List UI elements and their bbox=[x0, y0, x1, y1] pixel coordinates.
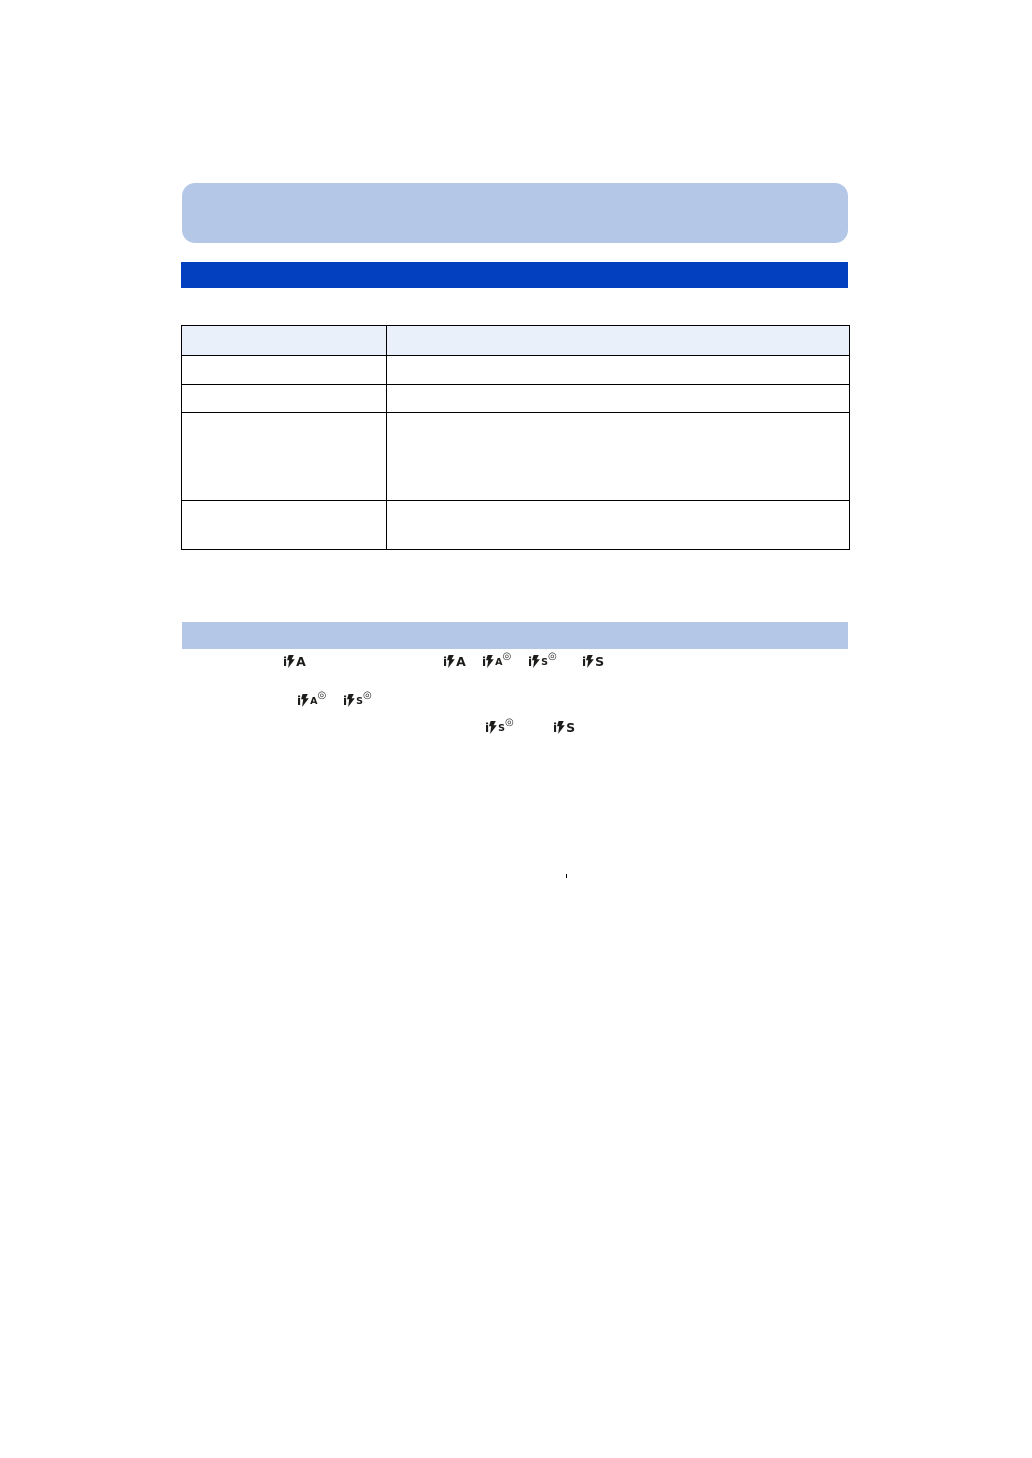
flash-icon-letter: S bbox=[566, 720, 575, 735]
flash-icon-prefix: i bbox=[582, 655, 586, 669]
flash-icon-letter: A bbox=[310, 696, 317, 707]
flash-icon-prefix: i bbox=[528, 655, 532, 669]
table-header-row bbox=[181, 325, 850, 356]
redeye-symbol: ◎ bbox=[362, 690, 372, 701]
flash-bolt-icon bbox=[532, 655, 540, 668]
flash-icon-letter: A bbox=[456, 654, 466, 669]
flash-icon-letter: S bbox=[498, 723, 505, 734]
iS-redeye-flash-icon: i S ◎ bbox=[528, 651, 557, 669]
column-divider-tail bbox=[566, 874, 567, 878]
table-cell bbox=[386, 355, 850, 385]
table-header-cell bbox=[181, 325, 387, 356]
flash-icon-letter: A bbox=[296, 654, 306, 669]
flash-bolt-icon bbox=[347, 694, 355, 707]
flash-icon-prefix: i bbox=[283, 655, 287, 669]
redeye-symbol: ◎ bbox=[317, 690, 326, 701]
table-row bbox=[181, 355, 850, 385]
flash-icon-prefix: i bbox=[553, 721, 557, 735]
iA-redeye-flash-icon: i A ◎ bbox=[482, 651, 511, 669]
flash-bolt-icon bbox=[557, 721, 565, 734]
settings-table bbox=[181, 325, 850, 550]
table-cell bbox=[181, 384, 387, 413]
iA-redeye-flash-icon: i A ◎ bbox=[297, 690, 326, 708]
redeye-symbol: ◎ bbox=[547, 651, 557, 662]
flash-icon-letter: S bbox=[595, 654, 604, 669]
section-heading-bar bbox=[181, 262, 848, 288]
flash-icon-prefix: i bbox=[485, 721, 489, 735]
flash-icon-letter: A bbox=[495, 657, 502, 668]
flash-bolt-icon bbox=[301, 694, 309, 707]
table-header-cell bbox=[386, 325, 850, 356]
table-cell bbox=[386, 412, 850, 501]
flash-bolt-icon bbox=[486, 655, 494, 668]
redeye-symbol: ◎ bbox=[502, 651, 511, 662]
flash-bolt-icon bbox=[489, 721, 497, 734]
title-banner bbox=[182, 183, 848, 243]
flash-icon-prefix: i bbox=[482, 655, 486, 669]
table-row bbox=[181, 412, 850, 501]
iS-redeye-flash-icon: i S ◎ bbox=[485, 717, 514, 735]
iS-redeye-flash-icon: i S ◎ bbox=[343, 690, 372, 708]
table-row bbox=[181, 384, 850, 413]
flash-icon-letter: S bbox=[541, 657, 548, 668]
table-cell bbox=[386, 500, 850, 550]
table-cell bbox=[386, 384, 850, 413]
flash-bolt-icon bbox=[287, 655, 295, 668]
iA-flash-icon: i A bbox=[283, 654, 306, 669]
flash-icon-prefix: i bbox=[343, 694, 347, 708]
redeye-symbol: ◎ bbox=[504, 717, 514, 728]
table-row bbox=[181, 500, 850, 550]
flash-icon-letter: S bbox=[356, 696, 363, 707]
iS-flash-icon: i S bbox=[553, 720, 575, 734]
settings-table-wrap bbox=[181, 325, 850, 878]
flash-icon-prefix: i bbox=[443, 655, 447, 669]
flash-bolt-icon bbox=[447, 655, 455, 668]
table-cell bbox=[181, 412, 387, 501]
iA-flash-icon: i A bbox=[443, 654, 466, 669]
subsection-heading-bar bbox=[182, 622, 848, 649]
flash-icon-prefix: i bbox=[297, 694, 301, 708]
flash-bolt-icon bbox=[586, 655, 594, 668]
table-cell bbox=[181, 355, 387, 385]
table-cell bbox=[181, 500, 387, 550]
iS-flash-icon: i S bbox=[582, 654, 604, 668]
